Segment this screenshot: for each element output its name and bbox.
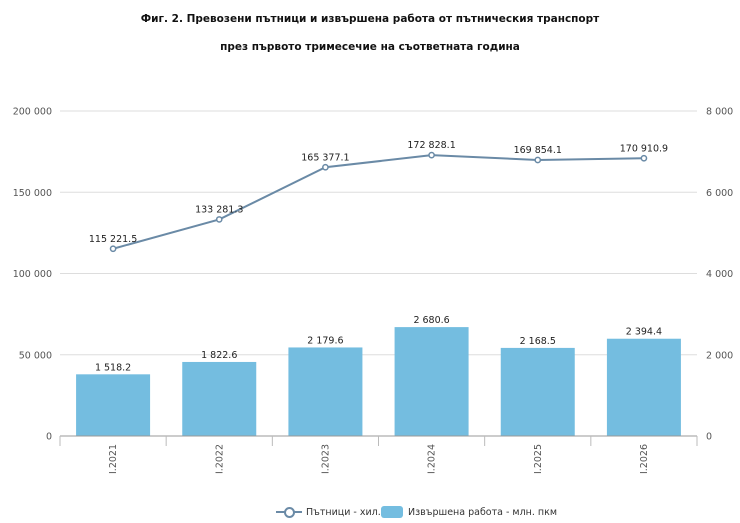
- y-right-tick-label: 6 000: [706, 188, 733, 199]
- y-right-tick-label: 4 000: [706, 269, 733, 280]
- y-right-tick-label: 8 000: [706, 107, 733, 118]
- chart-title-line1: Фиг. 2. Превозени пътници и извършена ра…: [140, 13, 600, 25]
- y-left-tick-label: 50 000: [19, 350, 52, 361]
- bar: [500, 347, 575, 436]
- line-data-label: 115 221.5: [89, 234, 137, 245]
- line-point: [322, 163, 329, 171]
- legend-item-passengers[interactable]: Пътници - хил.: [276, 506, 381, 518]
- chart-legend: Пътници - хил. Извършена работа - млн. п…: [0, 506, 740, 522]
- line-point: [428, 151, 435, 159]
- line-data-label: 169 854.1: [514, 145, 562, 156]
- y-left-tick-label: 150 000: [13, 188, 52, 199]
- y-left-tick-label: 0: [46, 432, 52, 443]
- x-tick-label: I.2022: [214, 444, 225, 474]
- bar-data-label: 2 394.4: [626, 327, 662, 338]
- bar-swatch-icon: [381, 506, 403, 518]
- x-tick-label: I.2024: [427, 444, 438, 474]
- bar: [606, 338, 681, 436]
- bar: [76, 374, 151, 436]
- y-right-tick-label: 0: [706, 432, 712, 443]
- chart-title-line2: през първото тримесечие на съответната г…: [220, 41, 520, 53]
- x-tick-label: I.2023: [320, 444, 331, 474]
- x-tick-label: I.2021: [108, 444, 119, 474]
- series-line-passengers: [112, 154, 644, 250]
- line-data-label: 172 828.1: [407, 140, 455, 151]
- bar: [182, 361, 257, 436]
- x-tick-label: I.2025: [533, 444, 544, 474]
- line-point: [534, 156, 542, 164]
- line-point: [640, 154, 648, 162]
- y-left-tick-label: 100 000: [13, 269, 52, 280]
- bar-data-label: 2 680.6: [413, 315, 449, 326]
- y-right-tick-label: 2 000: [706, 350, 733, 361]
- bar: [288, 347, 363, 436]
- legend-item-work[interactable]: Извършена работа - млн. пкм: [381, 506, 557, 518]
- legend-label-passengers: Пътници - хил.: [306, 506, 381, 518]
- line-point: [109, 245, 117, 253]
- bar-data-label: 2 168.5: [520, 336, 556, 347]
- bar-data-label: 1 822.6: [201, 350, 237, 361]
- line-data-label: 170 910.9: [620, 143, 668, 154]
- line-point: [215, 216, 223, 223]
- line-data-label: 133 281.3: [195, 204, 243, 215]
- line-data-label: 165 377.1: [301, 152, 349, 163]
- line-marker-icon: [276, 506, 302, 518]
- bar-data-label: 1 518.2: [95, 362, 131, 373]
- legend-label-work: Извършена работа - млн. пкм: [408, 506, 558, 518]
- x-tick-label: I.2026: [639, 444, 650, 474]
- bar-data-label: 2 179.6: [307, 335, 343, 346]
- bar: [394, 327, 469, 436]
- y-left-tick-label: 200 000: [13, 107, 52, 118]
